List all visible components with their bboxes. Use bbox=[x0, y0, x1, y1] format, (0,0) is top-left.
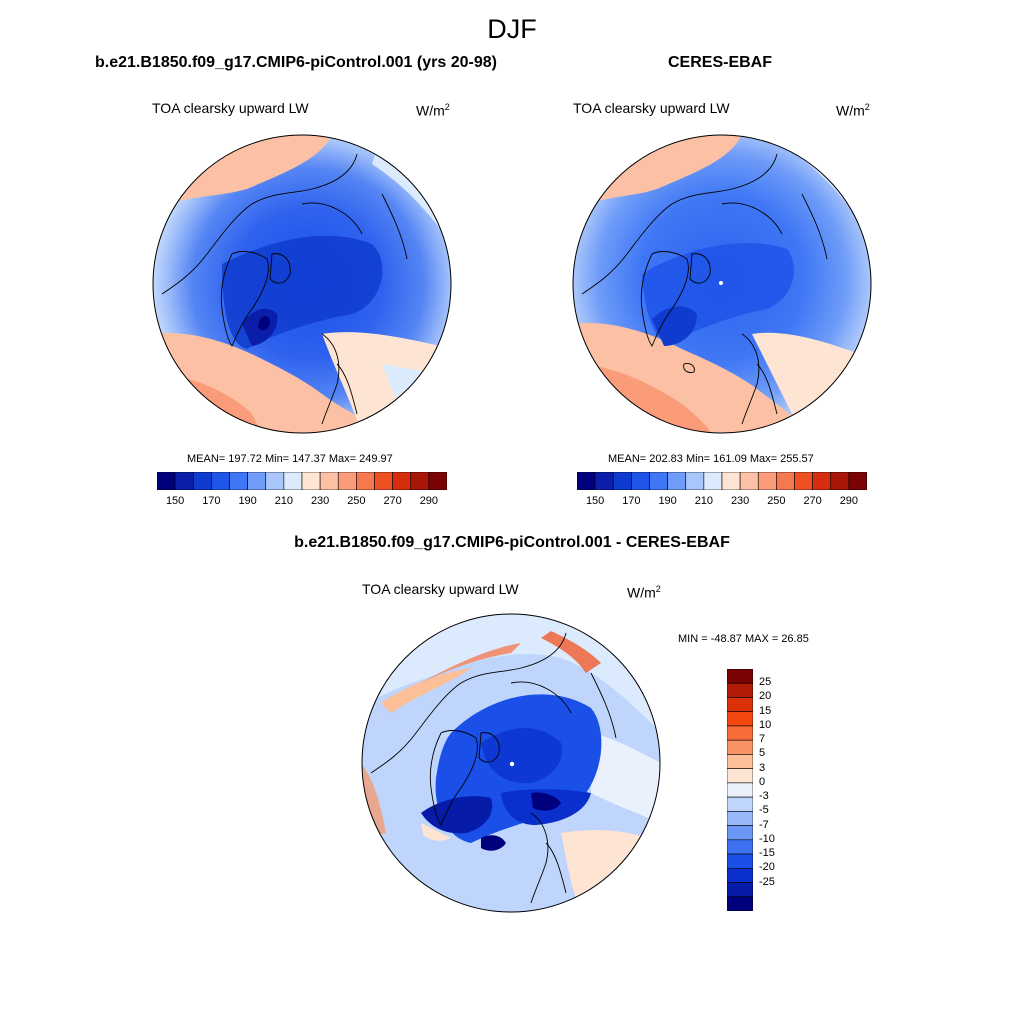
colorbar-tick-label: 5 bbox=[759, 747, 766, 760]
colorbar-tick-label: 150 bbox=[585, 495, 605, 507]
colorbar-box bbox=[727, 853, 753, 869]
colorbar-box bbox=[319, 472, 339, 490]
colorbar-box bbox=[211, 472, 230, 490]
colorbar-tick-label: 20 bbox=[759, 690, 772, 703]
colorbar-box bbox=[727, 697, 753, 713]
colorbar-tick-label: 190 bbox=[238, 495, 257, 507]
colorbar-tick-label: 250 bbox=[347, 495, 366, 507]
colorbar-box bbox=[727, 725, 753, 741]
colorbar-tick-label: -15 bbox=[759, 847, 775, 860]
colorbar-box bbox=[848, 472, 867, 490]
model-stats: MEAN= 197.72 Min= 147.37 Max= 249.97 bbox=[187, 453, 393, 465]
colorbar-tick-label: -10 bbox=[759, 832, 775, 845]
colorbar-tick-label: 230 bbox=[730, 495, 750, 507]
colorbar-box bbox=[757, 472, 777, 490]
model-variable-label: TOA clearsky upward LW bbox=[152, 100, 309, 116]
colorbar-box bbox=[727, 739, 753, 755]
colorbar-box bbox=[229, 472, 248, 490]
colorbar-tick-label: 210 bbox=[694, 495, 714, 507]
colorbar-box bbox=[727, 867, 753, 883]
colorbar-tick-label: -25 bbox=[759, 875, 775, 888]
colorbar-tick-label: 7 bbox=[759, 733, 766, 746]
colorbar-box bbox=[727, 768, 753, 784]
colorbar-box bbox=[776, 472, 795, 490]
colorbar-box bbox=[667, 472, 687, 490]
colorbar-box bbox=[594, 472, 614, 490]
diff-stats: MIN = -48.87 MAX = 26.85 bbox=[678, 633, 809, 645]
colorbar-box bbox=[727, 796, 753, 812]
colorbar-box bbox=[649, 472, 668, 490]
colorbar-box bbox=[283, 472, 303, 490]
colorbar-box bbox=[727, 839, 753, 855]
colorbar-tick-label: 150 bbox=[165, 495, 185, 507]
colorbar-box bbox=[410, 472, 430, 490]
diff-units-label: W/m2 bbox=[627, 584, 661, 601]
colorbar-box bbox=[685, 472, 705, 490]
diff-case-title: b.e21.B1850.f09_g17.CMIP6-piControl.001 … bbox=[294, 534, 730, 551]
colorbar-tick-label: 270 bbox=[803, 495, 822, 507]
colorbar-tick-label: 25 bbox=[759, 676, 772, 689]
colorbar-box bbox=[727, 896, 753, 911]
colorbar-tick-label: 270 bbox=[383, 495, 402, 507]
colorbar-box bbox=[727, 711, 753, 727]
colorbar-box bbox=[727, 825, 753, 841]
model-case-title: b.e21.B1850.f09_g17.CMIP6-piControl.001 … bbox=[95, 54, 497, 71]
colorbar-box bbox=[374, 472, 393, 490]
colorbar-box bbox=[337, 472, 357, 490]
colorbar-tick-label: 250 bbox=[767, 495, 786, 507]
colorbar-box bbox=[301, 472, 321, 490]
colorbar-box bbox=[830, 472, 850, 490]
colorbar-box bbox=[356, 472, 375, 490]
colorbar-box bbox=[612, 472, 632, 490]
colorbar-tick-label: 10 bbox=[759, 718, 772, 731]
obs-colorbar bbox=[577, 472, 867, 490]
colorbar-box bbox=[174, 472, 194, 490]
colorbar-box bbox=[727, 782, 753, 798]
colorbar-tick-label: -7 bbox=[759, 818, 769, 831]
colorbar-box bbox=[703, 472, 723, 490]
colorbar-box bbox=[392, 472, 412, 490]
colorbar-box bbox=[794, 472, 813, 490]
colorbar-tick-label: 190 bbox=[658, 495, 677, 507]
colorbar-tick-label: 230 bbox=[310, 495, 330, 507]
obs-stats: MEAN= 202.83 Min= 161.09 Max= 255.57 bbox=[608, 453, 814, 465]
model-units-label: W/m2 bbox=[416, 102, 450, 119]
colorbar-tick-label: 170 bbox=[622, 495, 641, 507]
colorbar-box bbox=[192, 472, 212, 490]
colorbar-box bbox=[577, 472, 596, 490]
colorbar-tick-label: 170 bbox=[202, 495, 221, 507]
colorbar-box bbox=[727, 882, 753, 898]
colorbar-box bbox=[428, 472, 447, 490]
obs-units-label: W/m2 bbox=[836, 102, 870, 119]
obs-case-title: CERES-EBAF bbox=[668, 54, 773, 71]
figure-title: DJF bbox=[487, 14, 537, 44]
colorbar-box bbox=[265, 472, 285, 490]
colorbar-box bbox=[157, 472, 176, 490]
colorbar-tick-label: 290 bbox=[419, 495, 439, 507]
colorbar-tick-label: 290 bbox=[839, 495, 859, 507]
diff-colorbar bbox=[727, 669, 753, 911]
colorbar-box bbox=[739, 472, 759, 490]
obs-polar-map bbox=[572, 134, 872, 434]
colorbar-box bbox=[247, 472, 267, 490]
colorbar-box bbox=[727, 811, 753, 826]
colorbar-box bbox=[727, 669, 753, 684]
colorbar-tick-label: 0 bbox=[759, 775, 766, 788]
colorbar-box bbox=[727, 682, 753, 698]
colorbar-tick-label: 3 bbox=[759, 761, 766, 774]
diff-variable-label: TOA clearsky upward LW bbox=[362, 581, 519, 597]
diff-polar-map bbox=[361, 613, 661, 913]
obs-variable-label: TOA clearsky upward LW bbox=[573, 100, 730, 116]
model-polar-map bbox=[152, 134, 452, 434]
colorbar-tick-label: -5 bbox=[759, 804, 769, 817]
colorbar-tick-label: -3 bbox=[759, 790, 769, 803]
colorbar-box bbox=[727, 754, 753, 769]
colorbar-tick-label: -20 bbox=[759, 861, 775, 874]
colorbar-box bbox=[812, 472, 832, 490]
colorbar-tick-label: 210 bbox=[274, 495, 294, 507]
colorbar-box bbox=[721, 472, 741, 490]
colorbar-tick-label: 15 bbox=[759, 704, 772, 717]
colorbar-box bbox=[631, 472, 650, 490]
model-colorbar bbox=[157, 472, 447, 490]
